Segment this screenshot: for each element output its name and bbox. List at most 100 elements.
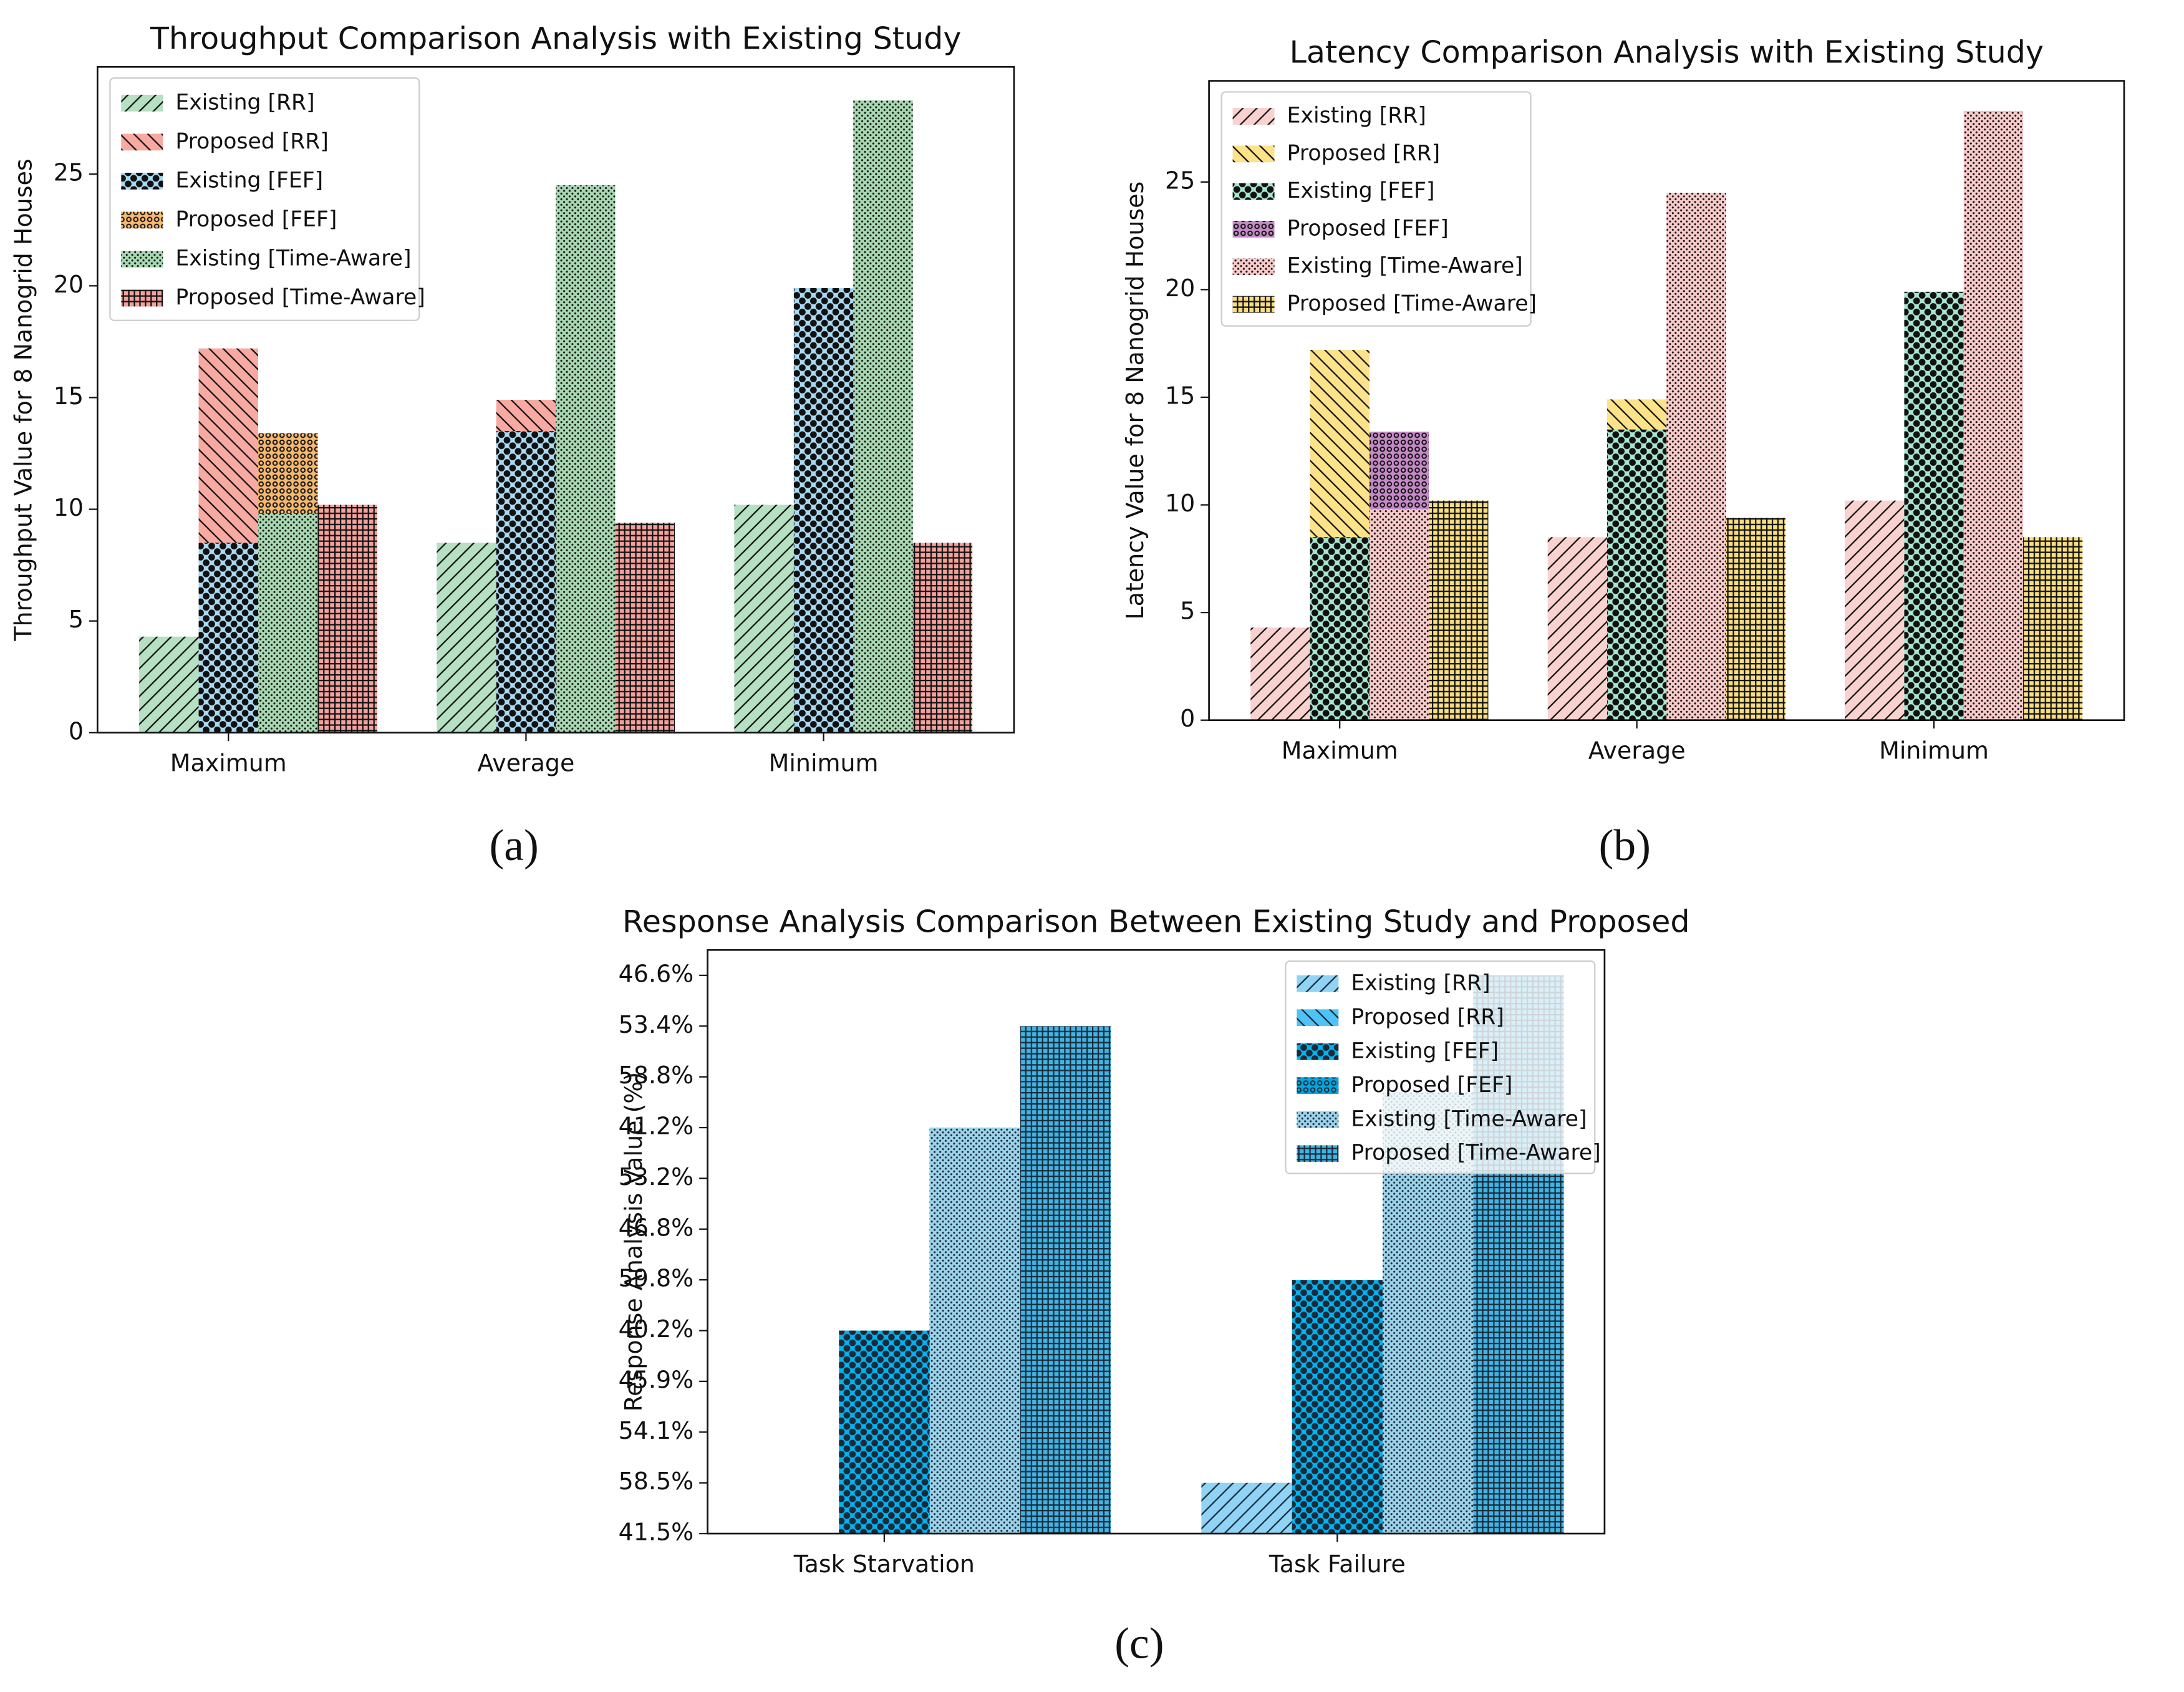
- bar: [929, 1128, 1020, 1534]
- legend-swatch: [121, 289, 163, 307]
- legend-label: Existing [RR]: [1287, 104, 1426, 128]
- plot-frame: [96, 65, 1015, 734]
- legend-label: Proposed [Time-Aware]: [1287, 291, 1537, 316]
- legend-swatch: [121, 172, 163, 190]
- y-axis-label: Response Analysis Value (%): [620, 1072, 647, 1412]
- y-tick-label: 40.2%: [619, 1315, 694, 1343]
- y-tick-label: 58.5%: [619, 1467, 694, 1495]
- legend-label: Proposed [FEF]: [1287, 216, 1449, 241]
- y-axis-label: Throughput Value for 8 Nanogrid Houses: [10, 158, 37, 641]
- bar: [1020, 1026, 1111, 1534]
- bar: [1726, 518, 1785, 720]
- bar: [1547, 537, 1608, 720]
- y-tick-label: 45.9%: [619, 1366, 694, 1393]
- plot-frame: [1208, 80, 2125, 722]
- panel-label: (a): [489, 821, 538, 870]
- bar: [1666, 193, 1726, 720]
- legend-box: [1220, 91, 1532, 327]
- chart-title: Response Analysis Comparison Between Exi…: [622, 903, 1690, 939]
- bar: [139, 636, 199, 733]
- y-tick-label: 41.2%: [619, 1113, 694, 1140]
- legend-swatch: [1297, 1077, 1339, 1095]
- legend-swatch: [121, 251, 163, 268]
- y-tick-label: 41.5%: [619, 1519, 694, 1546]
- legend-label: Proposed [RR]: [175, 129, 328, 154]
- y-tick-label: 20: [1165, 274, 1195, 302]
- legend-swatch: [1297, 1111, 1339, 1128]
- bar: [853, 100, 913, 733]
- y-tick-label: 53.4%: [619, 1011, 694, 1038]
- bar: [912, 543, 973, 733]
- bar: [198, 543, 258, 733]
- legend-label: Proposed [Time-Aware]: [1351, 1141, 1600, 1166]
- y-tick-label: 10: [54, 494, 84, 521]
- legend-swatch: [1232, 258, 1275, 276]
- y-tick-label: 46.6%: [619, 960, 694, 987]
- legend-label: Proposed [FEF]: [1351, 1073, 1512, 1098]
- bar: [734, 505, 794, 733]
- bar: [1310, 537, 1370, 720]
- legend-label: Existing [FEF]: [1287, 178, 1435, 203]
- bar: [1904, 291, 1964, 720]
- legend-label: Proposed [RR]: [1351, 1005, 1504, 1030]
- bar: [317, 505, 377, 733]
- x-tick-label: Task Failure: [1268, 1550, 1406, 1578]
- y-axis-label: Latency Value for 8 Nanogrid Houses: [1121, 181, 1149, 620]
- bar: [1429, 500, 1489, 720]
- y-tick-label: 54.1%: [619, 1417, 694, 1444]
- legend-label: Existing [FEF]: [1351, 1038, 1499, 1063]
- legend-label: Proposed [Time-Aware]: [175, 285, 425, 310]
- y-tick-label: 58.8%: [619, 1061, 694, 1089]
- legend-swatch: [1297, 1043, 1339, 1060]
- bar: [496, 431, 556, 733]
- y-tick-label: 0: [1180, 705, 1195, 732]
- legend-label: Existing [FEF]: [175, 168, 323, 193]
- y-tick-label: 20: [54, 271, 84, 298]
- x-tick-label: Average: [1588, 737, 1686, 765]
- bar: [1250, 627, 1310, 720]
- bar: [1845, 500, 1905, 720]
- y-tick-label: 25: [54, 159, 84, 186]
- legend-swatch: [1232, 108, 1275, 125]
- legend-swatch: [121, 133, 163, 151]
- y-tick-label: 53.2%: [619, 1163, 694, 1191]
- legend-label: Existing [Time-Aware]: [1351, 1106, 1587, 1131]
- legend-swatch: [1232, 296, 1275, 313]
- panel-label: (b): [1599, 821, 1651, 870]
- x-tick-label: Minimum: [1879, 737, 1989, 765]
- chart-title: Throughput Comparison Analysis with Exis…: [150, 20, 962, 56]
- bar: [258, 513, 318, 733]
- legend-label: Existing [Time-Aware]: [175, 246, 411, 271]
- legend-swatch: [121, 211, 163, 229]
- bar: [1201, 1482, 1292, 1534]
- y-tick-label: 10: [1165, 490, 1195, 517]
- plot-frame: [707, 949, 1606, 1535]
- legend-swatch: [1232, 145, 1275, 163]
- legend-swatch: [121, 94, 163, 112]
- legend-label: Proposed [FEF]: [175, 207, 337, 232]
- y-tick-label: 46.8%: [619, 1214, 694, 1241]
- chart-title: Latency Comparison Analysis with Existin…: [1290, 34, 2044, 70]
- legend-label: Existing [RR]: [175, 90, 314, 115]
- x-tick-label: Task Starvation: [793, 1550, 975, 1578]
- bar: [1607, 429, 1667, 720]
- bar: [615, 523, 675, 733]
- x-tick-label: Minimum: [769, 750, 879, 777]
- y-tick-label: 15: [1165, 382, 1195, 409]
- legend-label: Proposed [RR]: [1287, 141, 1440, 166]
- y-tick-label: 15: [54, 382, 84, 410]
- bar: [437, 543, 496, 733]
- legend-swatch: [1232, 183, 1275, 200]
- y-tick-label: 5: [69, 606, 84, 633]
- legend-swatch: [1232, 221, 1275, 238]
- panel-label: (c): [1114, 1619, 1164, 1668]
- bar: [556, 185, 616, 733]
- x-tick-label: Maximum: [1282, 737, 1398, 765]
- bar: [839, 1330, 930, 1534]
- y-tick-label: 5: [1180, 597, 1195, 625]
- bar: [1963, 110, 2023, 720]
- legend-swatch: [1297, 1145, 1339, 1163]
- legend-label: Existing [RR]: [1351, 970, 1490, 995]
